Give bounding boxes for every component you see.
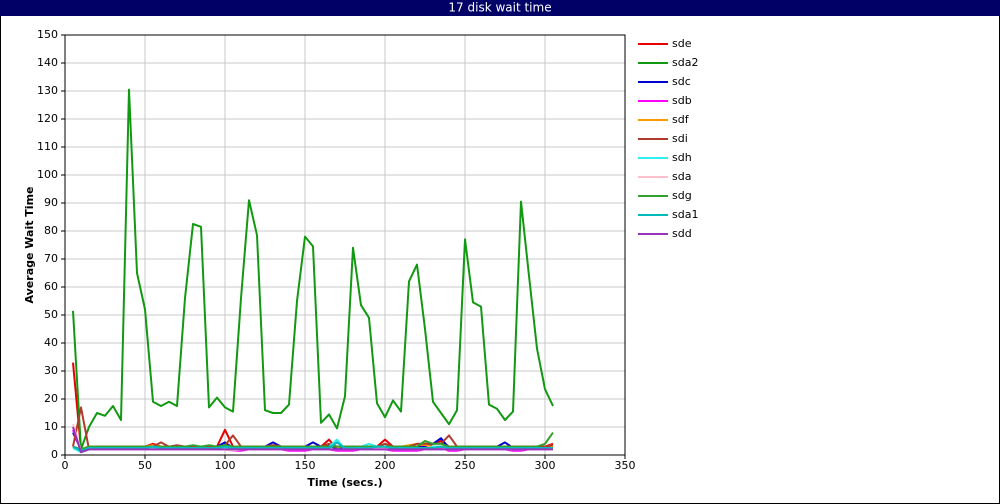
y-tick-label: 70 <box>44 252 58 265</box>
legend-label: sdb <box>672 94 692 107</box>
series-line <box>72 441 553 452</box>
legend-label: sdd <box>672 227 692 240</box>
legend-label: sda2 <box>672 56 698 69</box>
x-tick-label: 350 <box>615 459 636 472</box>
legend-label: sdi <box>672 132 688 145</box>
legend-label: sda1 <box>672 208 698 221</box>
x-axis-label: Time (secs.) <box>307 476 382 489</box>
y-axis-label: Average Wait Time <box>23 187 36 304</box>
x-tick-label: 200 <box>375 459 396 472</box>
x-tick-label: 250 <box>455 459 476 472</box>
legend: sde sda2 sdc sdb sdf sdi sdh sda sdg sda1 sdd <box>638 37 698 240</box>
x-tick-label: 150 <box>295 459 316 472</box>
y-tick-label: 120 <box>37 112 58 125</box>
legend-label: sdg <box>672 189 692 202</box>
y-tick-label: 140 <box>37 56 58 69</box>
y-tick-label: 150 <box>37 28 58 41</box>
legend-label: sdc <box>672 75 691 88</box>
y-tick-label: 90 <box>44 196 58 209</box>
plot-border <box>64 34 626 456</box>
y-tick-label: 0 <box>51 448 58 461</box>
title-bar <box>0 0 1000 16</box>
lines <box>72 88 554 454</box>
series-line <box>72 88 554 451</box>
y-tick-label: 20 <box>44 392 58 405</box>
x-tick-label: 100 <box>215 459 236 472</box>
y-tick-label: 10 <box>44 420 58 433</box>
y-tick-label: 30 <box>44 364 58 377</box>
legend-label: sda <box>672 170 691 183</box>
y-tick-label: 50 <box>44 308 58 321</box>
legend-label: sdf <box>672 113 690 126</box>
x-tick-label: 50 <box>138 459 152 472</box>
legend-label: sdh <box>672 151 692 164</box>
y-tick-label: 60 <box>44 280 58 293</box>
chart-title: 17 disk wait time <box>448 1 551 15</box>
x-tick-label: 300 <box>535 459 556 472</box>
y-tick-label: 100 <box>37 168 58 181</box>
x-tick-label: 0 <box>62 459 69 472</box>
y-tick-label: 40 <box>44 336 58 349</box>
y-tick-label: 110 <box>37 140 58 153</box>
legend-label: sde <box>672 37 692 50</box>
y-tick-label: 80 <box>44 224 58 237</box>
y-tick-label: 130 <box>37 84 58 97</box>
series-line <box>72 426 553 454</box>
